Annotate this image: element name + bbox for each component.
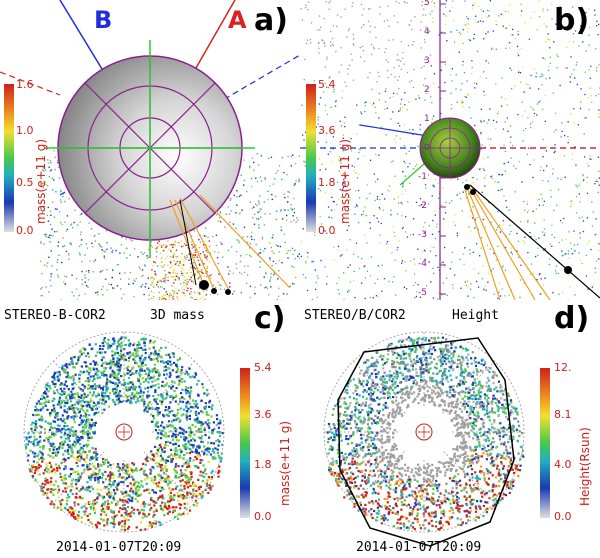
axis-tick-label-b: 5 [424, 0, 430, 8]
colorbar-c-tick-2: 1.8 [254, 458, 272, 471]
line-a-label: A [228, 6, 247, 34]
marker-ball-b [564, 266, 572, 274]
sphere-b-grid [420, 118, 480, 178]
panel-d-instrument: STEREO/B/COR2 [304, 308, 406, 323]
colorbar-d-tick-3: 0.0 [554, 510, 572, 523]
panel-b-plot [300, 0, 600, 300]
panel-c-timestamp: 2014-01-07T20:09 [56, 540, 182, 555]
axis-tick-label-b: 2 [424, 85, 430, 95]
colorbar-b-tick-1: 3.6 [318, 124, 336, 137]
line-a-dashed [0, 71, 61, 96]
black-ray [179, 199, 197, 286]
panel-b-label: b) [554, 3, 590, 38]
axis-tick-label-b: 3 [424, 56, 430, 66]
sphere-axes [45, 40, 255, 258]
panel-d-quantity: Height [452, 308, 499, 323]
colorbar-c-title: mass(e+11 g) [278, 420, 292, 506]
axis-tick-label-b: -3 [418, 230, 427, 240]
line-b-label: B [94, 6, 113, 34]
colorbar-a [4, 84, 14, 232]
colorbar-b-tick-0: 5.4 [318, 78, 336, 91]
axis-tick-label-b: -5 [418, 288, 427, 298]
orange-rays-b [464, 187, 551, 300]
marker-ball-small-2 [225, 289, 231, 295]
marker-ball [199, 280, 209, 290]
black-ray-b [469, 184, 600, 299]
panel-d: STEREO/B/COR2 Height d) 2014-01-07T20:09… [300, 300, 600, 558]
panel-b: b) 5 4 3 2 1 0 -1 -2 -3 -4 -5 5.4 3.6 1.8 0.0 mass… [300, 0, 600, 300]
axis-tick-label-b: 4 [424, 27, 430, 37]
colorbar-a-title: mass(e+11 g) [34, 138, 48, 224]
panel-c: STEREO-B-COR2 3D mass c) 2014-01-07T20:0… [0, 300, 300, 558]
panel-d-timestamp: 2014-01-07T20:09 [356, 540, 482, 555]
colorbar-a-tick-1: 1.0 [16, 124, 34, 137]
colorbar-b [306, 84, 316, 232]
envelope-polygon [337, 337, 515, 547]
axis-tick-label-b: 1 [424, 114, 430, 124]
sun-marker-d [415, 423, 433, 441]
colorbar-d-tick-0: 12. [554, 361, 572, 374]
line-b-dashed [59, 54, 300, 196]
colorbar-d-tick-1: 8.1 [554, 408, 572, 421]
sun-marker-c [115, 423, 133, 441]
mass-ring-c [24, 336, 224, 532]
colorbar-b-tick-3: 0.0 [318, 224, 336, 237]
height-ring-d [326, 336, 525, 532]
colorbar-a-tick-3: 0.0 [16, 224, 34, 237]
colorbar-c-tick-1: 3.6 [254, 408, 272, 421]
marker-ball-b2 [464, 184, 470, 190]
colorbar-c [240, 368, 250, 518]
axis-tick-label-b: -2 [418, 201, 427, 211]
panel-d-label: d) [554, 301, 590, 336]
orange-rays [169, 194, 291, 293]
colorbar-c-tick-3: 0.0 [254, 510, 272, 523]
panel-c-quantity: 3D mass [150, 308, 205, 323]
axis-tick-label-b: -1 [418, 172, 427, 182]
colorbar-a-tick-2: 0.5 [16, 176, 34, 189]
marker-ball-b3 [470, 189, 476, 195]
marker-ball-small [211, 288, 217, 294]
colorbar-b-title: mass(e+11 g) [338, 138, 352, 224]
panel-d-plot [323, 331, 525, 547]
panel-a-plot [0, 0, 300, 300]
axis-tick-label-b: 0 [424, 143, 430, 153]
colorbar-b-tick-2: 1.8 [318, 176, 336, 189]
colorbar-d-title: Height(Rsun) [578, 427, 592, 506]
panel-c-instrument: STEREO-B-COR2 [4, 308, 106, 323]
panel-c-label: c) [254, 301, 286, 336]
panel-c-plot [23, 331, 225, 533]
colorbar-d [540, 368, 550, 518]
panel-a: B A a) 1.6 1.0 0.5 0.0 mass(e+11 g) [0, 0, 300, 300]
colorbar-a-tick-0: 1.6 [16, 78, 34, 91]
colorbar-c-tick-0: 5.4 [254, 361, 272, 374]
axis-tick-label-b: -4 [418, 259, 427, 269]
panel-a-label: a) [254, 3, 288, 38]
colorbar-d-tick-2: 4.0 [554, 458, 572, 471]
